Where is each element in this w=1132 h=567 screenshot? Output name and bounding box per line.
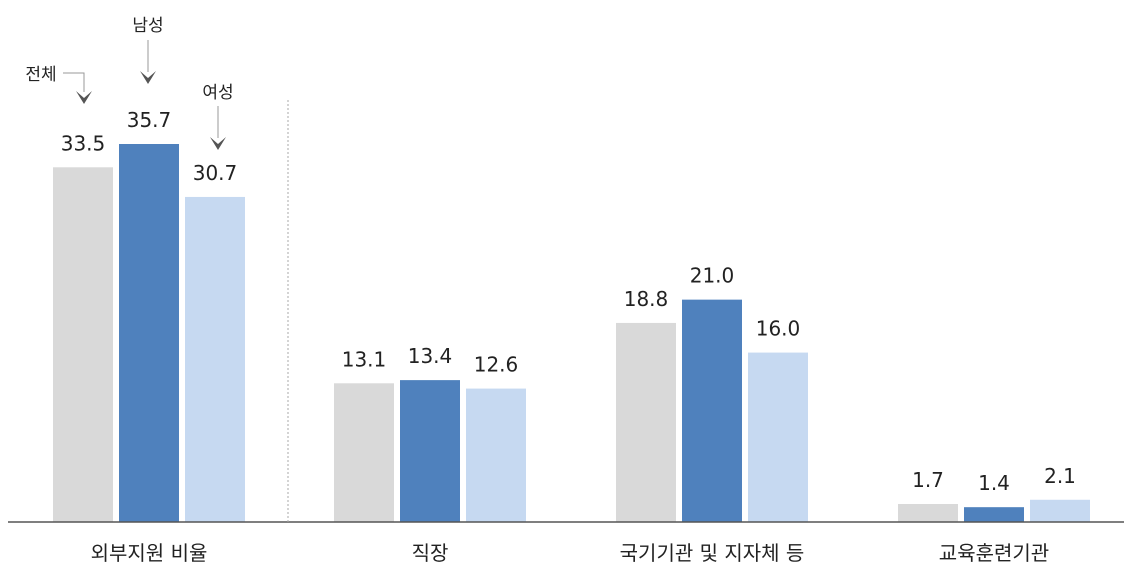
bar-1-2 [466,388,526,522]
value-label-2-2: 16.0 [756,317,801,341]
value-label-1-2: 12.6 [474,353,519,377]
chevron-down-icon [140,71,156,84]
bar-0-2 [185,196,245,523]
bar-2-1 [682,299,742,522]
bar-3-0 [898,504,958,522]
bar-3-2 [1030,499,1090,522]
category-label-1: 직장 [412,541,449,565]
bar-1-1 [400,380,460,522]
legend-label-2: 여성 [202,83,233,103]
bar-0-0 [53,167,113,522]
value-label-3-2: 2.1 [1044,464,1076,488]
value-label-1-1: 13.4 [408,344,453,368]
bar-2-2 [748,352,808,522]
value-label-3-0: 1.7 [912,468,944,492]
bar-2-0 [616,322,676,522]
bar-3-1 [964,507,1024,522]
chevron-down-icon [210,137,226,150]
value-labels-layer: 33.5 35.7 30.7 13.1 13.4 12.6 18.8 21.0 16.0 1.7 1… [61,108,1076,495]
bar-1-0 [334,383,394,522]
legend-label-1: 남성 [132,16,163,36]
category-label-0: 외부지원 비율 [91,541,208,565]
value-label-1-0: 13.1 [342,347,387,371]
legend-label-0: 전체 [25,65,56,85]
value-label-2-0: 18.8 [624,287,669,311]
value-label-3-1: 1.4 [978,471,1010,495]
category-label-2: 국기기관 및 지자체 등 [620,541,805,565]
category-labels-layer: 외부지원 비율 직장 국기기관 및 지자체 등 교육훈련기관 [91,541,1050,565]
value-label-0-1: 35.7 [127,108,172,132]
bars-layer [53,144,1090,523]
value-label-0-0: 33.5 [61,131,106,155]
chevron-down-icon [76,91,92,104]
value-label-2-1: 21.0 [690,264,735,288]
legend-connector-0 [63,72,85,92]
value-label-0-2: 30.7 [193,161,238,185]
category-label-3: 교육훈련기관 [939,541,1049,565]
bar-0-1 [119,144,179,522]
